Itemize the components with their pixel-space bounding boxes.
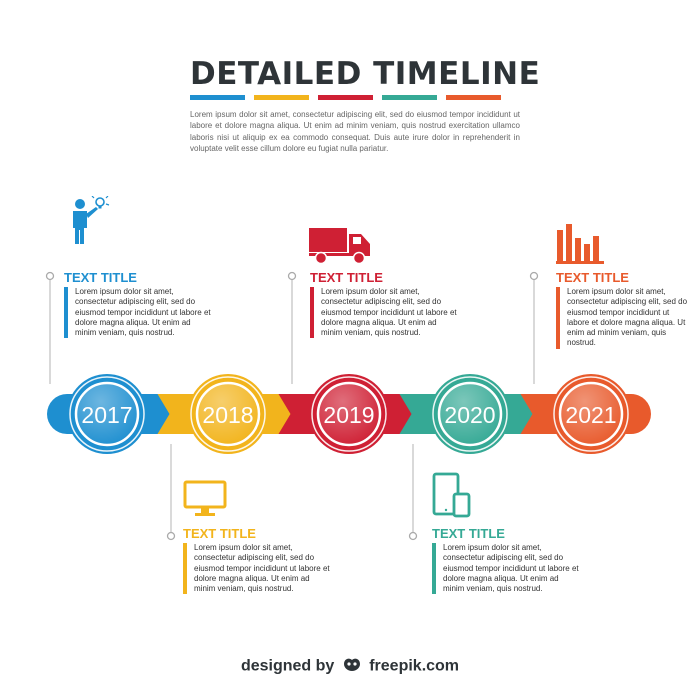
milestone-title-2019: TEXT TITLE (310, 270, 383, 285)
intro-paragraph: Lorem ipsum dolor sit amet, consectetur … (190, 110, 520, 153)
connector-dot-2021 (529, 271, 539, 281)
connector-dot-2018 (166, 531, 176, 541)
bar-chart-icon (555, 222, 607, 269)
milestone-title-2017: TEXT TITLE (64, 270, 137, 285)
title-color-bars (190, 95, 510, 100)
milestone-body-2021: Lorem ipsum dolor sit amet, consectetur … (556, 287, 693, 349)
color-bar-yellow (254, 95, 309, 100)
milestone-year-2018: 2018 (202, 402, 253, 428)
milestone-year-2019: 2019 (323, 402, 374, 428)
footer-prefix: designed by (240, 657, 335, 675)
connector-dot-2017 (45, 271, 55, 281)
milestone-body-2020: Lorem ipsum dolor sit amet, consectetur … (432, 543, 581, 595)
footer-credit: designed by freepik.com (0, 656, 700, 677)
milestone-title-2021: TEXT TITLE (556, 270, 629, 285)
person-lightbulb-icon (68, 195, 110, 251)
delivery-truck-icon (308, 226, 372, 271)
tablet-phone-icon (432, 472, 472, 523)
color-bar-blue (190, 95, 245, 100)
freepik-logo-icon (342, 656, 362, 677)
footer-brand: freepik.com (369, 657, 460, 675)
milestone-circle-shine-2020 (439, 383, 501, 445)
milestone-title-2018: TEXT TITLE (183, 526, 256, 541)
color-bar-orange (446, 95, 501, 100)
milestone-year-2020: 2020 (444, 402, 495, 428)
milestone-circle-shine-2021 (560, 383, 622, 445)
milestone-body-2018: Lorem ipsum dolor sit amet, consectetur … (183, 543, 332, 595)
milestone-circle-shine-2018 (197, 383, 259, 445)
milestone-title-2020: TEXT TITLE (432, 526, 505, 541)
color-bar-teal (382, 95, 437, 100)
milestone-body-2019: Lorem ipsum dolor sit amet, consectetur … (310, 287, 459, 339)
computer-monitor-icon (182, 480, 228, 525)
connector-dot-2019 (287, 271, 297, 281)
milestone-circle-shine-2019 (318, 383, 380, 445)
milestone-circle-shine-2017 (76, 383, 138, 445)
milestone-year-2021: 2021 (565, 402, 616, 428)
connector-dot-2020 (408, 531, 418, 541)
milestone-year-2017: 2017 (81, 402, 132, 428)
page-title: DETAILED TIMELINE (190, 56, 541, 92)
milestone-body-2017: Lorem ipsum dolor sit amet, consectetur … (64, 287, 213, 339)
color-bar-red (318, 95, 373, 100)
